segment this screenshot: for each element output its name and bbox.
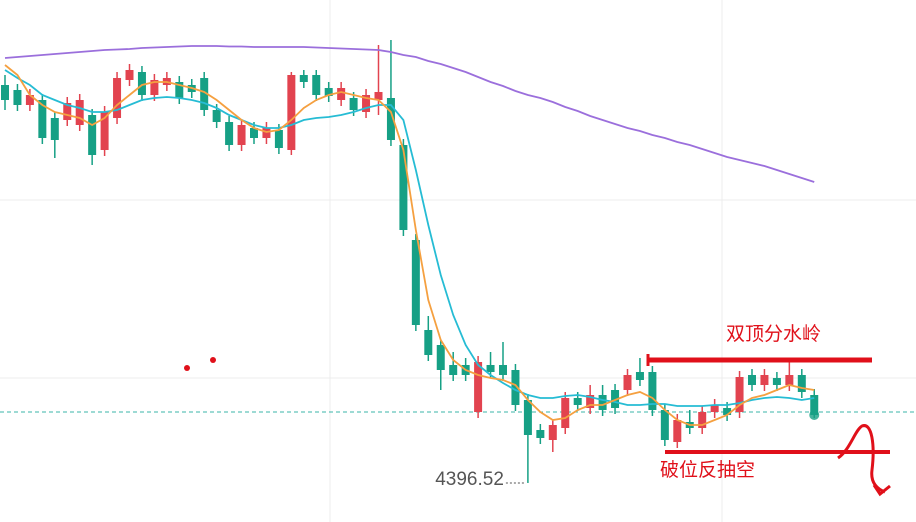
candle-body: [50, 118, 59, 140]
moving-average: [4, 69, 815, 407]
candle-body: [287, 75, 296, 150]
candle-body: [474, 362, 483, 412]
candle-body: [349, 98, 358, 110]
candle-body: [274, 130, 283, 148]
candle-body: [212, 110, 221, 122]
candle-body: [499, 365, 507, 375]
candle-body: [225, 122, 234, 145]
candle-body: [100, 112, 109, 150]
candle-body: [573, 398, 582, 405]
candle-body: [673, 420, 682, 442]
candle-body: [312, 75, 321, 95]
candle-body: [523, 400, 532, 435]
candle-body: [797, 375, 806, 392]
candle-body: [75, 100, 84, 125]
candle-body: [150, 80, 159, 95]
candle-body: [424, 330, 433, 355]
candle-body: [710, 405, 719, 412]
candle-body: [337, 88, 346, 100]
candle-body: [88, 115, 97, 155]
dot: [184, 365, 190, 371]
candle-body: [399, 145, 408, 230]
candle-body: [299, 75, 308, 82]
candle-body: [611, 390, 620, 408]
candle-body: [137, 72, 146, 95]
candle-body: [623, 375, 632, 390]
candle-body: [125, 70, 134, 80]
plot: [0, 40, 916, 483]
candle-body: [1, 85, 9, 100]
candle-body: [810, 395, 819, 415]
candle-body: [13, 90, 22, 105]
candle-body: [536, 430, 545, 438]
candle-body: [648, 372, 657, 410]
candle-body: [486, 365, 495, 372]
candle-body: [362, 95, 371, 112]
annotation: 双顶分水岭: [726, 323, 821, 345]
candle-body: [785, 375, 794, 385]
candle-body: [635, 372, 644, 380]
candle-body: [598, 395, 607, 410]
moving-average: [4, 64, 815, 426]
dot: [210, 357, 216, 363]
arrow: [837, 424, 891, 497]
annotation: 破位反抽空: [660, 459, 755, 481]
candle-body: [548, 425, 557, 440]
candle-body: [723, 408, 732, 415]
low-label: 4396.52: [435, 469, 504, 490]
candle-body: [735, 377, 744, 412]
candle-body: [237, 125, 246, 145]
candle-body: [660, 410, 669, 440]
candle-body: [748, 375, 756, 385]
candle-body: [760, 375, 769, 385]
candle-body: [772, 378, 781, 385]
candle-body: [561, 398, 570, 428]
candle-body: [436, 345, 445, 370]
candle-body: [25, 95, 34, 105]
candle-body: [200, 78, 209, 110]
candle-body: [175, 82, 184, 98]
candle-body: [449, 365, 458, 375]
candle-body: [374, 92, 383, 100]
candle-body: [113, 78, 122, 118]
candle-body: [386, 98, 395, 140]
candle-body: [698, 412, 707, 428]
candle-body: [262, 128, 271, 138]
candle-body: [324, 88, 333, 96]
candle-body: [38, 100, 47, 138]
candle-body: [411, 240, 420, 325]
candle-body: [250, 128, 258, 138]
last-price-dot: [809, 410, 820, 420]
candle-body: [63, 103, 72, 120]
candle-body: [586, 395, 595, 408]
candle-body: [511, 370, 520, 405]
moving-average: [4, 45, 815, 183]
